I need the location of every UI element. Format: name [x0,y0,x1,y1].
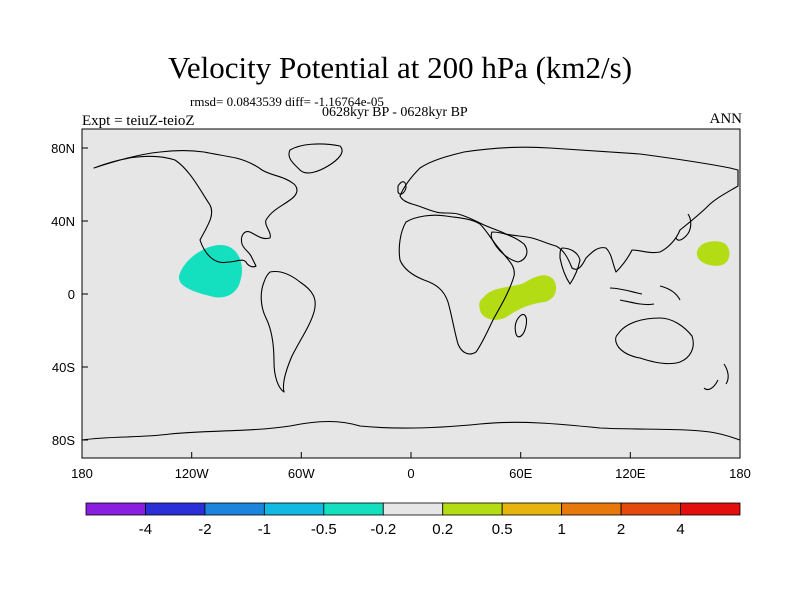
lat-tick-label: 0 [68,287,75,302]
colorbar-swatch [501,502,563,516]
lon-tick-label: 180 [729,466,751,481]
period-label: 0628kyr BP - 0628kyr BP [322,105,468,120]
lat-tick-label: 80S [52,433,75,448]
lon-ticks [81,452,741,458]
colorbar-swatch [204,502,265,516]
lon-tick-label: 0 [407,466,414,481]
experiment-label: Expt = teiuZ-teioZ [82,113,195,129]
colorbar-level-label: -4 [139,521,152,538]
lon-tick-label: 60W [288,466,315,481]
colorbar-level-label: -1 [258,521,271,538]
colorbar-level-label: 0.5 [492,521,513,538]
colorbar-level-label: 4 [676,521,684,538]
lon-tick-label: 180 [71,466,93,481]
anomaly-west-pacific [696,241,730,266]
colorbar-level-label: 2 [617,521,625,538]
lon-tick-label: 120E [615,466,646,481]
map-background [82,129,740,458]
colorbar-level-label: 1 [557,521,565,538]
colorbar-swatch [323,502,384,516]
lon-tick-label: 120W [175,466,210,481]
colorbar-swatch [382,502,444,516]
colorbar-swatch [145,502,206,516]
anomaly-east-africa [479,275,557,320]
colorbar-level-label: -2 [198,521,211,538]
lat-ticks [82,147,88,441]
colorbar-level-label: 0.2 [432,521,453,538]
colorbar-swatch [263,502,325,516]
colorbar-swatch [85,502,146,516]
anomaly-east-pacific [178,244,242,298]
lat-tick-label: 80N [51,141,75,156]
colorbar-swatch [620,502,681,516]
colorbar [85,502,741,516]
colorbar-level-label: -0.5 [311,521,337,538]
lat-tick-label: 40S [52,360,75,375]
season-label: ANN [709,111,743,127]
colorbar-swatch [442,502,503,516]
map-title: Velocity Potential at 200 hPa (km2/s) [167,50,633,85]
colorbar-swatch [561,502,622,516]
stats-label: rmsd= 0.0843539 diff= -1.16764e-05 [190,94,384,109]
coastlines [81,143,741,441]
lon-tick-label: 60E [509,466,532,481]
lat-tick-label: 40N [51,214,75,229]
colorbar-level-label: -0.2 [370,521,396,538]
colorbar-swatch [680,502,741,516]
